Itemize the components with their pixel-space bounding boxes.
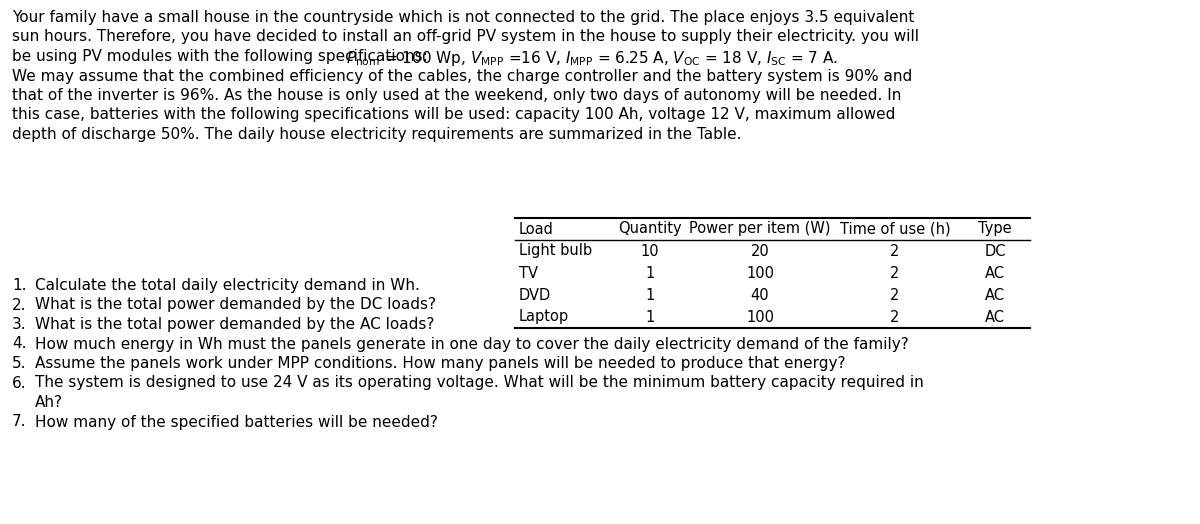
Text: Laptop: Laptop xyxy=(520,310,569,324)
Text: AC: AC xyxy=(985,266,1006,280)
Text: 40: 40 xyxy=(751,288,769,302)
Text: The system is designed to use 24 V as its operating voltage. What will be the mi: The system is designed to use 24 V as it… xyxy=(35,376,924,390)
Text: DC: DC xyxy=(984,244,1006,258)
Text: 2: 2 xyxy=(890,310,900,324)
Text: depth of discharge 50%. The daily house electricity requirements are summarized : depth of discharge 50%. The daily house … xyxy=(12,127,742,142)
Text: 1.: 1. xyxy=(12,278,26,293)
Text: 100: 100 xyxy=(746,310,774,324)
Text: this case, batteries with the following specifications will be used: capacity 10: this case, batteries with the following … xyxy=(12,107,895,123)
Text: 3.: 3. xyxy=(12,317,26,332)
Text: Quantity: Quantity xyxy=(618,222,682,236)
Text: 2.: 2. xyxy=(12,298,26,312)
Text: Your family have a small house in the countryside which is not connected to the : Your family have a small house in the co… xyxy=(12,10,914,25)
Text: Calculate the total daily electricity demand in Wh.: Calculate the total daily electricity de… xyxy=(35,278,420,293)
Text: DVD: DVD xyxy=(520,288,551,302)
Text: AC: AC xyxy=(985,310,1006,324)
Text: How much energy in Wh must the panels generate in one day to cover the daily ele: How much energy in Wh must the panels ge… xyxy=(35,336,908,352)
Text: 1: 1 xyxy=(646,266,655,280)
Text: sun hours. Therefore, you have decided to install an off-grid PV system in the h: sun hours. Therefore, you have decided t… xyxy=(12,29,919,45)
Text: Load: Load xyxy=(520,222,554,236)
Text: 2: 2 xyxy=(890,244,900,258)
Text: Time of use (h): Time of use (h) xyxy=(840,222,950,236)
Text: 7.: 7. xyxy=(12,414,26,430)
Text: $P_{\mathrm{nom}}$ = 100 Wp, $V_{\mathrm{MPP}}$ =16 V, $I_{\mathrm{MPP}}$ = 6.25: $P_{\mathrm{nom}}$ = 100 Wp, $V_{\mathrm… xyxy=(347,49,839,68)
Text: 4.: 4. xyxy=(12,336,26,352)
Text: 2: 2 xyxy=(890,266,900,280)
Text: What is the total power demanded by the DC loads?: What is the total power demanded by the … xyxy=(35,298,436,312)
Text: 1: 1 xyxy=(646,310,655,324)
Text: 6.: 6. xyxy=(12,376,26,390)
Text: that of the inverter is 96%. As the house is only used at the weekend, only two : that of the inverter is 96%. As the hous… xyxy=(12,88,901,103)
Text: 100: 100 xyxy=(746,266,774,280)
Text: Light bulb: Light bulb xyxy=(520,244,592,258)
Text: Assume the panels work under MPP conditions. How many panels will be needed to p: Assume the panels work under MPP conditi… xyxy=(35,356,846,371)
Text: Power per item (W): Power per item (W) xyxy=(689,222,830,236)
Text: TV: TV xyxy=(520,266,538,280)
Text: Type: Type xyxy=(978,222,1012,236)
Text: be using PV modules with the following specifications:: be using PV modules with the following s… xyxy=(12,49,433,64)
Text: 5.: 5. xyxy=(12,356,26,371)
Text: Ah?: Ah? xyxy=(35,395,64,410)
Text: 1: 1 xyxy=(646,288,655,302)
Text: How many of the specified batteries will be needed?: How many of the specified batteries will… xyxy=(35,414,438,430)
Text: 10: 10 xyxy=(641,244,659,258)
Text: AC: AC xyxy=(985,288,1006,302)
Text: 2: 2 xyxy=(890,288,900,302)
Text: We may assume that the combined efficiency of the cables, the charge controller : We may assume that the combined efficien… xyxy=(12,69,912,83)
Text: What is the total power demanded by the AC loads?: What is the total power demanded by the … xyxy=(35,317,434,332)
Text: 20: 20 xyxy=(751,244,769,258)
